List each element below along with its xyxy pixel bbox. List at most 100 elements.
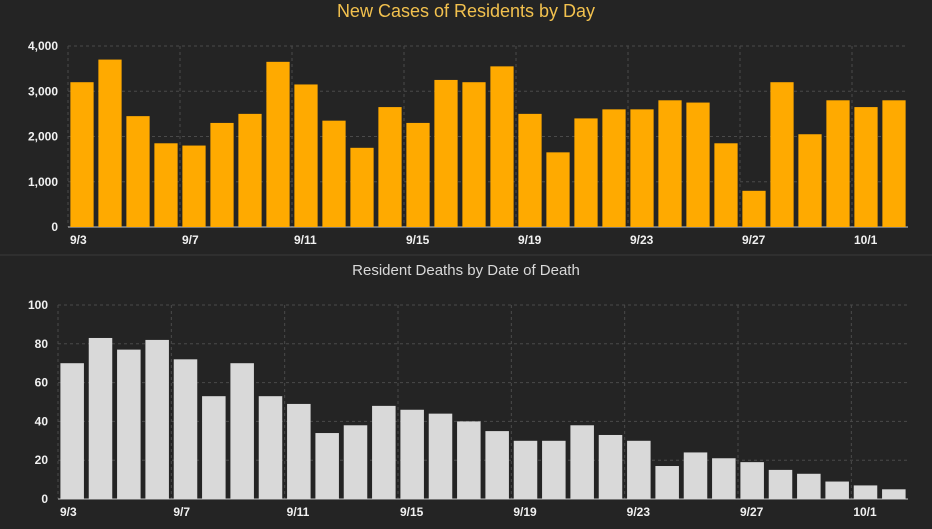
resident-deaths-x-tick-label: 9/3: [60, 505, 77, 519]
resident-deaths-bar-9-18: [485, 431, 509, 499]
resident-deaths-bar-9-4: [88, 337, 113, 499]
new-cases-bar-9-15: [406, 122, 430, 227]
resident-deaths-bar-10-2: [882, 489, 906, 499]
resident-deaths-x-ticks: 9/3 9/7 9/11 9/15 9/19 9/23 9/27 10/1: [60, 505, 877, 519]
new-cases-bar-9-4: [98, 59, 122, 228]
resident-deaths-bar-9-20: [542, 440, 566, 499]
resident-deaths-bar-9-27: [740, 462, 764, 499]
resident-deaths-x-tick-label: 9/19: [513, 505, 537, 519]
new-cases-x-tick-label: 9/11: [294, 233, 317, 247]
new-cases-bar-9-24: [658, 100, 682, 227]
resident-deaths-bar-9-5: [117, 349, 141, 499]
new-cases-bar-9-20: [546, 152, 570, 227]
resident-deaths-x-tick-label: 9/15: [400, 505, 424, 519]
new-cases-bar-10-2: [882, 100, 906, 227]
resident-deaths-x-tick-label: 9/7: [173, 505, 190, 519]
new-cases-bar-9-14: [378, 107, 402, 227]
resident-deaths-bar-9-10: [258, 396, 283, 499]
resident-deaths-bar-9-8: [202, 396, 226, 499]
new-cases-bar-9-22: [602, 109, 626, 227]
new-cases-x-tick-label: 9/3: [70, 233, 87, 247]
new-cases-chart: New Cases of Residents by Day 0 1,000 2,00…: [28, 1, 908, 247]
resident-deaths-bar-9-16: [428, 413, 453, 499]
resident-deaths-bar-9-22: [598, 434, 623, 499]
new-cases-y-ticks: 0 1,000 2,000 3,000 4,000: [28, 39, 58, 234]
new-cases-bar-9-19: [518, 113, 542, 227]
new-cases-bar-9-8: [210, 122, 234, 227]
new-cases-y-tick-label: 2,000: [28, 130, 58, 144]
resident-deaths-bar-9-17: [457, 421, 481, 499]
new-cases-chart-title: New Cases of Residents by Day: [337, 1, 595, 21]
resident-deaths-bar-9-12: [315, 433, 339, 499]
new-cases-bar-9-12: [322, 120, 346, 227]
new-cases-y-tick-label: 1,000: [28, 175, 58, 189]
new-cases-bar-9-27: [742, 190, 766, 227]
new-cases-x-tick-label: 9/23: [630, 233, 654, 247]
resident-deaths-y-tick-label: 80: [35, 337, 49, 351]
resident-deaths-x-tick-label: 9/23: [627, 505, 651, 519]
new-cases-bar-9-18: [490, 66, 514, 227]
new-cases-bar-9-10: [266, 61, 290, 228]
new-cases-bar-9-26: [714, 143, 738, 227]
resident-deaths-bar-9-3: [60, 363, 84, 499]
new-cases-y-tick-label: 0: [51, 220, 58, 234]
resident-deaths-bar-9-13: [343, 425, 368, 499]
new-cases-x-tick-label: 9/15: [406, 233, 430, 247]
new-cases-bar-9-7: [182, 145, 206, 227]
new-cases-bar-10-1: [854, 107, 878, 227]
resident-deaths-bar-9-7: [173, 359, 198, 499]
new-cases-y-tick-label: 3,000: [28, 84, 58, 98]
new-cases-x-tick-label: 9/19: [518, 233, 542, 247]
new-cases-x-tick-label: 9/7: [182, 233, 199, 247]
resident-deaths-chart-title: Resident Deaths by Date of Death: [352, 262, 580, 279]
resident-deaths-bar-9-21: [570, 425, 594, 499]
resident-deaths-y-tick-label: 20: [35, 453, 49, 467]
resident-deaths-bar-9-25: [683, 452, 708, 499]
new-cases-bar-9-21: [574, 118, 598, 227]
new-cases-x-ticks: 9/3 9/7 9/11 9/15 9/19 9/23 9/27 10/1: [70, 233, 878, 247]
resident-deaths-bar-9-29: [797, 473, 821, 499]
resident-deaths-chart: Resident Deaths by Date of Death 0 20 40 60…: [28, 262, 908, 519]
resident-deaths-bar-9-26: [712, 458, 736, 499]
new-cases-bar-9-28: [770, 82, 794, 227]
resident-deaths-y-tick-label: 0: [41, 492, 48, 506]
new-cases-bar-9-9: [238, 113, 262, 227]
new-cases-bars: [70, 59, 906, 228]
new-cases-bar-9-16: [434, 79, 458, 227]
new-cases-bar-9-11: [294, 84, 318, 228]
new-cases-bar-9-29: [798, 134, 822, 227]
resident-deaths-y-ticks: 0 20 40 60 80 100: [28, 298, 48, 506]
new-cases-y-tick-label: 4,000: [28, 39, 58, 53]
resident-deaths-bars: [60, 337, 906, 499]
new-cases-x-tick-label: 9/27: [742, 233, 766, 247]
resident-deaths-x-tick-label: 9/27: [740, 505, 764, 519]
resident-deaths-bar-9-24: [655, 466, 679, 499]
resident-deaths-bar-9-11: [287, 403, 311, 499]
resident-deaths-bar-9-15: [400, 409, 424, 499]
new-cases-bar-9-6: [154, 143, 178, 227]
resident-deaths-grid: [57, 304, 908, 500]
resident-deaths-bar-9-28: [768, 469, 793, 499]
new-cases-bar-9-17: [462, 82, 486, 227]
new-cases-bar-9-5: [126, 116, 150, 227]
new-cases-bar-9-23: [630, 109, 654, 227]
resident-deaths-y-tick-label: 100: [28, 298, 48, 312]
resident-deaths-y-tick-label: 60: [35, 376, 49, 390]
resident-deaths-bar-9-6: [145, 339, 169, 499]
new-cases-bar-9-13: [350, 147, 374, 227]
resident-deaths-bar-9-30: [825, 481, 849, 499]
resident-deaths-y-tick-label: 40: [35, 414, 49, 428]
resident-deaths-x-tick-label: 9/11: [287, 505, 310, 519]
new-cases-grid: [67, 45, 908, 228]
resident-deaths-bar-9-9: [230, 363, 254, 499]
resident-deaths-bar-9-19: [513, 440, 538, 499]
resident-deaths-x-tick-label: 10/1: [853, 505, 877, 519]
resident-deaths-bar-10-1: [853, 485, 878, 499]
new-cases-bar-9-25: [686, 102, 710, 227]
resident-deaths-bar-9-23: [627, 440, 651, 499]
new-cases-x-tick-label: 10/1: [854, 233, 878, 247]
resident-deaths-bar-9-14: [372, 405, 396, 499]
new-cases-bar-9-3: [70, 82, 94, 227]
